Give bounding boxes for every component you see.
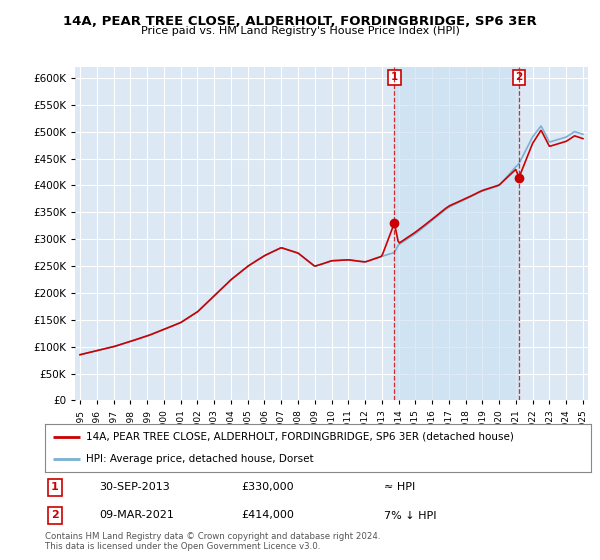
Text: 2: 2 (515, 72, 523, 82)
Text: 09-MAR-2021: 09-MAR-2021 (100, 511, 175, 520)
Text: Price paid vs. HM Land Registry's House Price Index (HPI): Price paid vs. HM Land Registry's House … (140, 26, 460, 36)
Text: 7% ↓ HPI: 7% ↓ HPI (383, 511, 436, 520)
Text: 30-SEP-2013: 30-SEP-2013 (100, 483, 170, 492)
Text: ≈ HPI: ≈ HPI (383, 483, 415, 492)
Text: Contains HM Land Registry data © Crown copyright and database right 2024.: Contains HM Land Registry data © Crown c… (45, 532, 380, 541)
Text: 14A, PEAR TREE CLOSE, ALDERHOLT, FORDINGBRIDGE, SP6 3ER (detached house): 14A, PEAR TREE CLOSE, ALDERHOLT, FORDING… (86, 432, 514, 442)
Text: 1: 1 (391, 72, 398, 82)
Text: 14A, PEAR TREE CLOSE, ALDERHOLT, FORDINGBRIDGE, SP6 3ER: 14A, PEAR TREE CLOSE, ALDERHOLT, FORDING… (63, 15, 537, 27)
Bar (394, 67, 519, 400)
Text: 2: 2 (51, 511, 59, 520)
Text: £330,000: £330,000 (242, 483, 294, 492)
Text: 1: 1 (51, 483, 59, 492)
Text: £414,000: £414,000 (242, 511, 295, 520)
Text: This data is licensed under the Open Government Licence v3.0.: This data is licensed under the Open Gov… (45, 542, 320, 551)
Text: HPI: Average price, detached house, Dorset: HPI: Average price, detached house, Dors… (86, 454, 314, 464)
